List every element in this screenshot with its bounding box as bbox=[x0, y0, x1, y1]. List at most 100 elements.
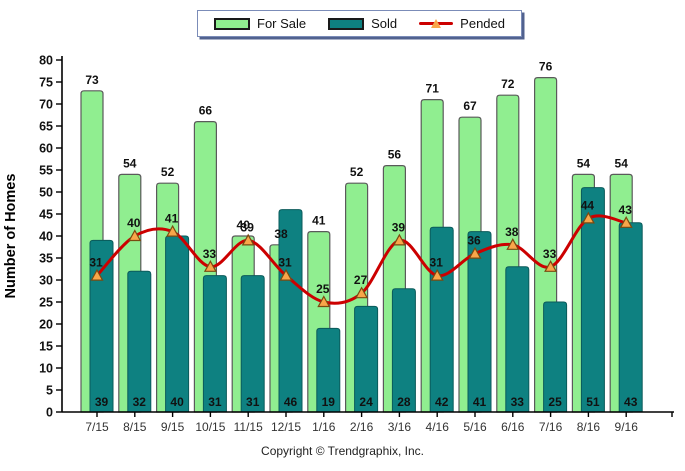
pended-marker bbox=[619, 216, 633, 228]
pended-marker bbox=[203, 260, 217, 272]
y-tick-label: 5 bbox=[46, 384, 53, 398]
y-tick-label: 60 bbox=[39, 142, 53, 156]
sold-bar bbox=[467, 231, 492, 413]
y-tick-label: 45 bbox=[39, 208, 53, 222]
for-sale-value-label: 56 bbox=[388, 148, 402, 162]
for-sale-value-label: 38 bbox=[274, 227, 288, 241]
sold-bar bbox=[165, 235, 190, 413]
sold-value-label: 33 bbox=[511, 395, 525, 409]
sold-bar bbox=[354, 305, 379, 413]
legend-label-for-sale: For Sale bbox=[257, 16, 307, 31]
pended-value-label: 41 bbox=[165, 212, 179, 226]
sold-value-label: 43 bbox=[624, 395, 638, 409]
for-sale-value-label: 41 bbox=[312, 214, 326, 228]
pended-value-label: 33 bbox=[543, 247, 557, 261]
sold-value-label: 31 bbox=[208, 395, 222, 409]
pended-triangle-icon bbox=[431, 19, 442, 28]
pended-line-icon bbox=[419, 17, 454, 30]
x-tick-label: 4/16 bbox=[426, 420, 450, 434]
copyright-text: Copyright © Trendgraphix, Inc. bbox=[261, 444, 424, 458]
for-sale-value-label: 72 bbox=[501, 77, 515, 91]
y-tick-label: 65 bbox=[39, 120, 53, 134]
for-sale-value-label: 54 bbox=[615, 156, 629, 170]
y-tick-label: 25 bbox=[39, 296, 53, 310]
y-tick-label: 70 bbox=[39, 98, 53, 112]
legend-item-for-sale: For Sale bbox=[214, 17, 306, 30]
sold-bar bbox=[543, 301, 568, 413]
for-sale-value-label: 73 bbox=[85, 73, 99, 87]
pended-marker bbox=[392, 233, 406, 246]
sold-bar bbox=[580, 187, 605, 413]
x-tick-label: 1/16 bbox=[312, 420, 336, 434]
sold-value-label: 25 bbox=[548, 395, 562, 409]
legend-label-sold: Sold bbox=[371, 16, 398, 31]
y-tick-label: 55 bbox=[39, 164, 53, 178]
pended-value-label: 40 bbox=[127, 216, 141, 230]
pended-marker bbox=[581, 211, 595, 224]
x-tick-label: 11/15 bbox=[234, 420, 263, 434]
y-tick-label: 35 bbox=[39, 252, 53, 266]
pended-value-label: 38 bbox=[505, 225, 519, 239]
y-tick-label: 30 bbox=[39, 274, 53, 288]
pended-marker bbox=[317, 295, 331, 308]
for-sale-value-label: 67 bbox=[463, 99, 477, 113]
pended-value-label: 27 bbox=[354, 273, 368, 287]
pended-marker bbox=[279, 268, 293, 281]
pended-value-label: 25 bbox=[316, 282, 330, 296]
sold-value-label: 51 bbox=[586, 395, 600, 409]
y-tick-label: 20 bbox=[39, 318, 53, 332]
sold-swatch bbox=[328, 17, 365, 30]
sold-value-label: 19 bbox=[322, 395, 336, 409]
for-sale-value-label: 52 bbox=[161, 165, 175, 179]
x-tick-label: 7/16 bbox=[539, 420, 563, 434]
sold-value-label: 32 bbox=[133, 395, 147, 409]
sold-value-label: 31 bbox=[246, 395, 260, 409]
legend-item-sold: Sold bbox=[328, 17, 397, 30]
x-tick-label: 2/16 bbox=[350, 420, 374, 434]
pended-marker bbox=[430, 268, 444, 281]
sold-bar bbox=[278, 209, 303, 413]
chart-legend: For Sale Sold Pended bbox=[197, 10, 522, 37]
x-tick-label: 7/15 bbox=[85, 420, 109, 434]
for-sale-value-label: 76 bbox=[539, 60, 553, 74]
sold-value-label: 40 bbox=[170, 395, 184, 409]
legend-item-pended: Pended bbox=[419, 17, 505, 30]
pended-value-label: 43 bbox=[619, 203, 633, 217]
x-tick-label: 10/15 bbox=[195, 420, 225, 434]
sold-bar bbox=[391, 288, 416, 413]
x-tick-label: 9/16 bbox=[615, 420, 639, 434]
pended-marker bbox=[468, 246, 482, 259]
sold-value-label: 46 bbox=[284, 395, 298, 409]
x-tick-label: 8/15 bbox=[123, 420, 147, 434]
pended-marker bbox=[506, 238, 520, 250]
sold-value-label: 41 bbox=[473, 395, 487, 409]
pended-value-label: 33 bbox=[203, 247, 217, 261]
sold-bar bbox=[316, 327, 341, 413]
y-tick-label: 50 bbox=[39, 186, 53, 200]
sold-bar bbox=[202, 275, 227, 413]
for-sale-value-label: 71 bbox=[426, 82, 440, 96]
sold-bar bbox=[89, 239, 114, 413]
pended-value-label: 31 bbox=[430, 256, 444, 270]
pended-marker bbox=[128, 229, 142, 242]
y-tick-label: 0 bbox=[46, 406, 53, 420]
x-tick-label: 8/16 bbox=[577, 420, 601, 434]
y-tick-label: 10 bbox=[39, 362, 53, 376]
y-tick-label: 75 bbox=[39, 76, 53, 90]
pended-value-label: 31 bbox=[89, 256, 103, 270]
for-sale-value-label: 54 bbox=[577, 156, 591, 170]
pended-marker bbox=[166, 224, 180, 237]
sold-value-label: 42 bbox=[435, 395, 449, 409]
sold-value-label: 28 bbox=[397, 395, 411, 409]
pended-value-label: 36 bbox=[467, 234, 481, 248]
y-tick-label: 15 bbox=[39, 340, 53, 354]
x-tick-label: 9/15 bbox=[161, 420, 185, 434]
legend-label-pended: Pended bbox=[460, 16, 505, 31]
for-sale-value-label: 66 bbox=[199, 104, 213, 118]
pended-marker bbox=[90, 268, 104, 281]
sold-value-label: 39 bbox=[95, 395, 109, 409]
pended-marker bbox=[355, 286, 369, 299]
for-sale-value-label: 52 bbox=[350, 165, 364, 179]
sold-bar bbox=[618, 222, 643, 413]
